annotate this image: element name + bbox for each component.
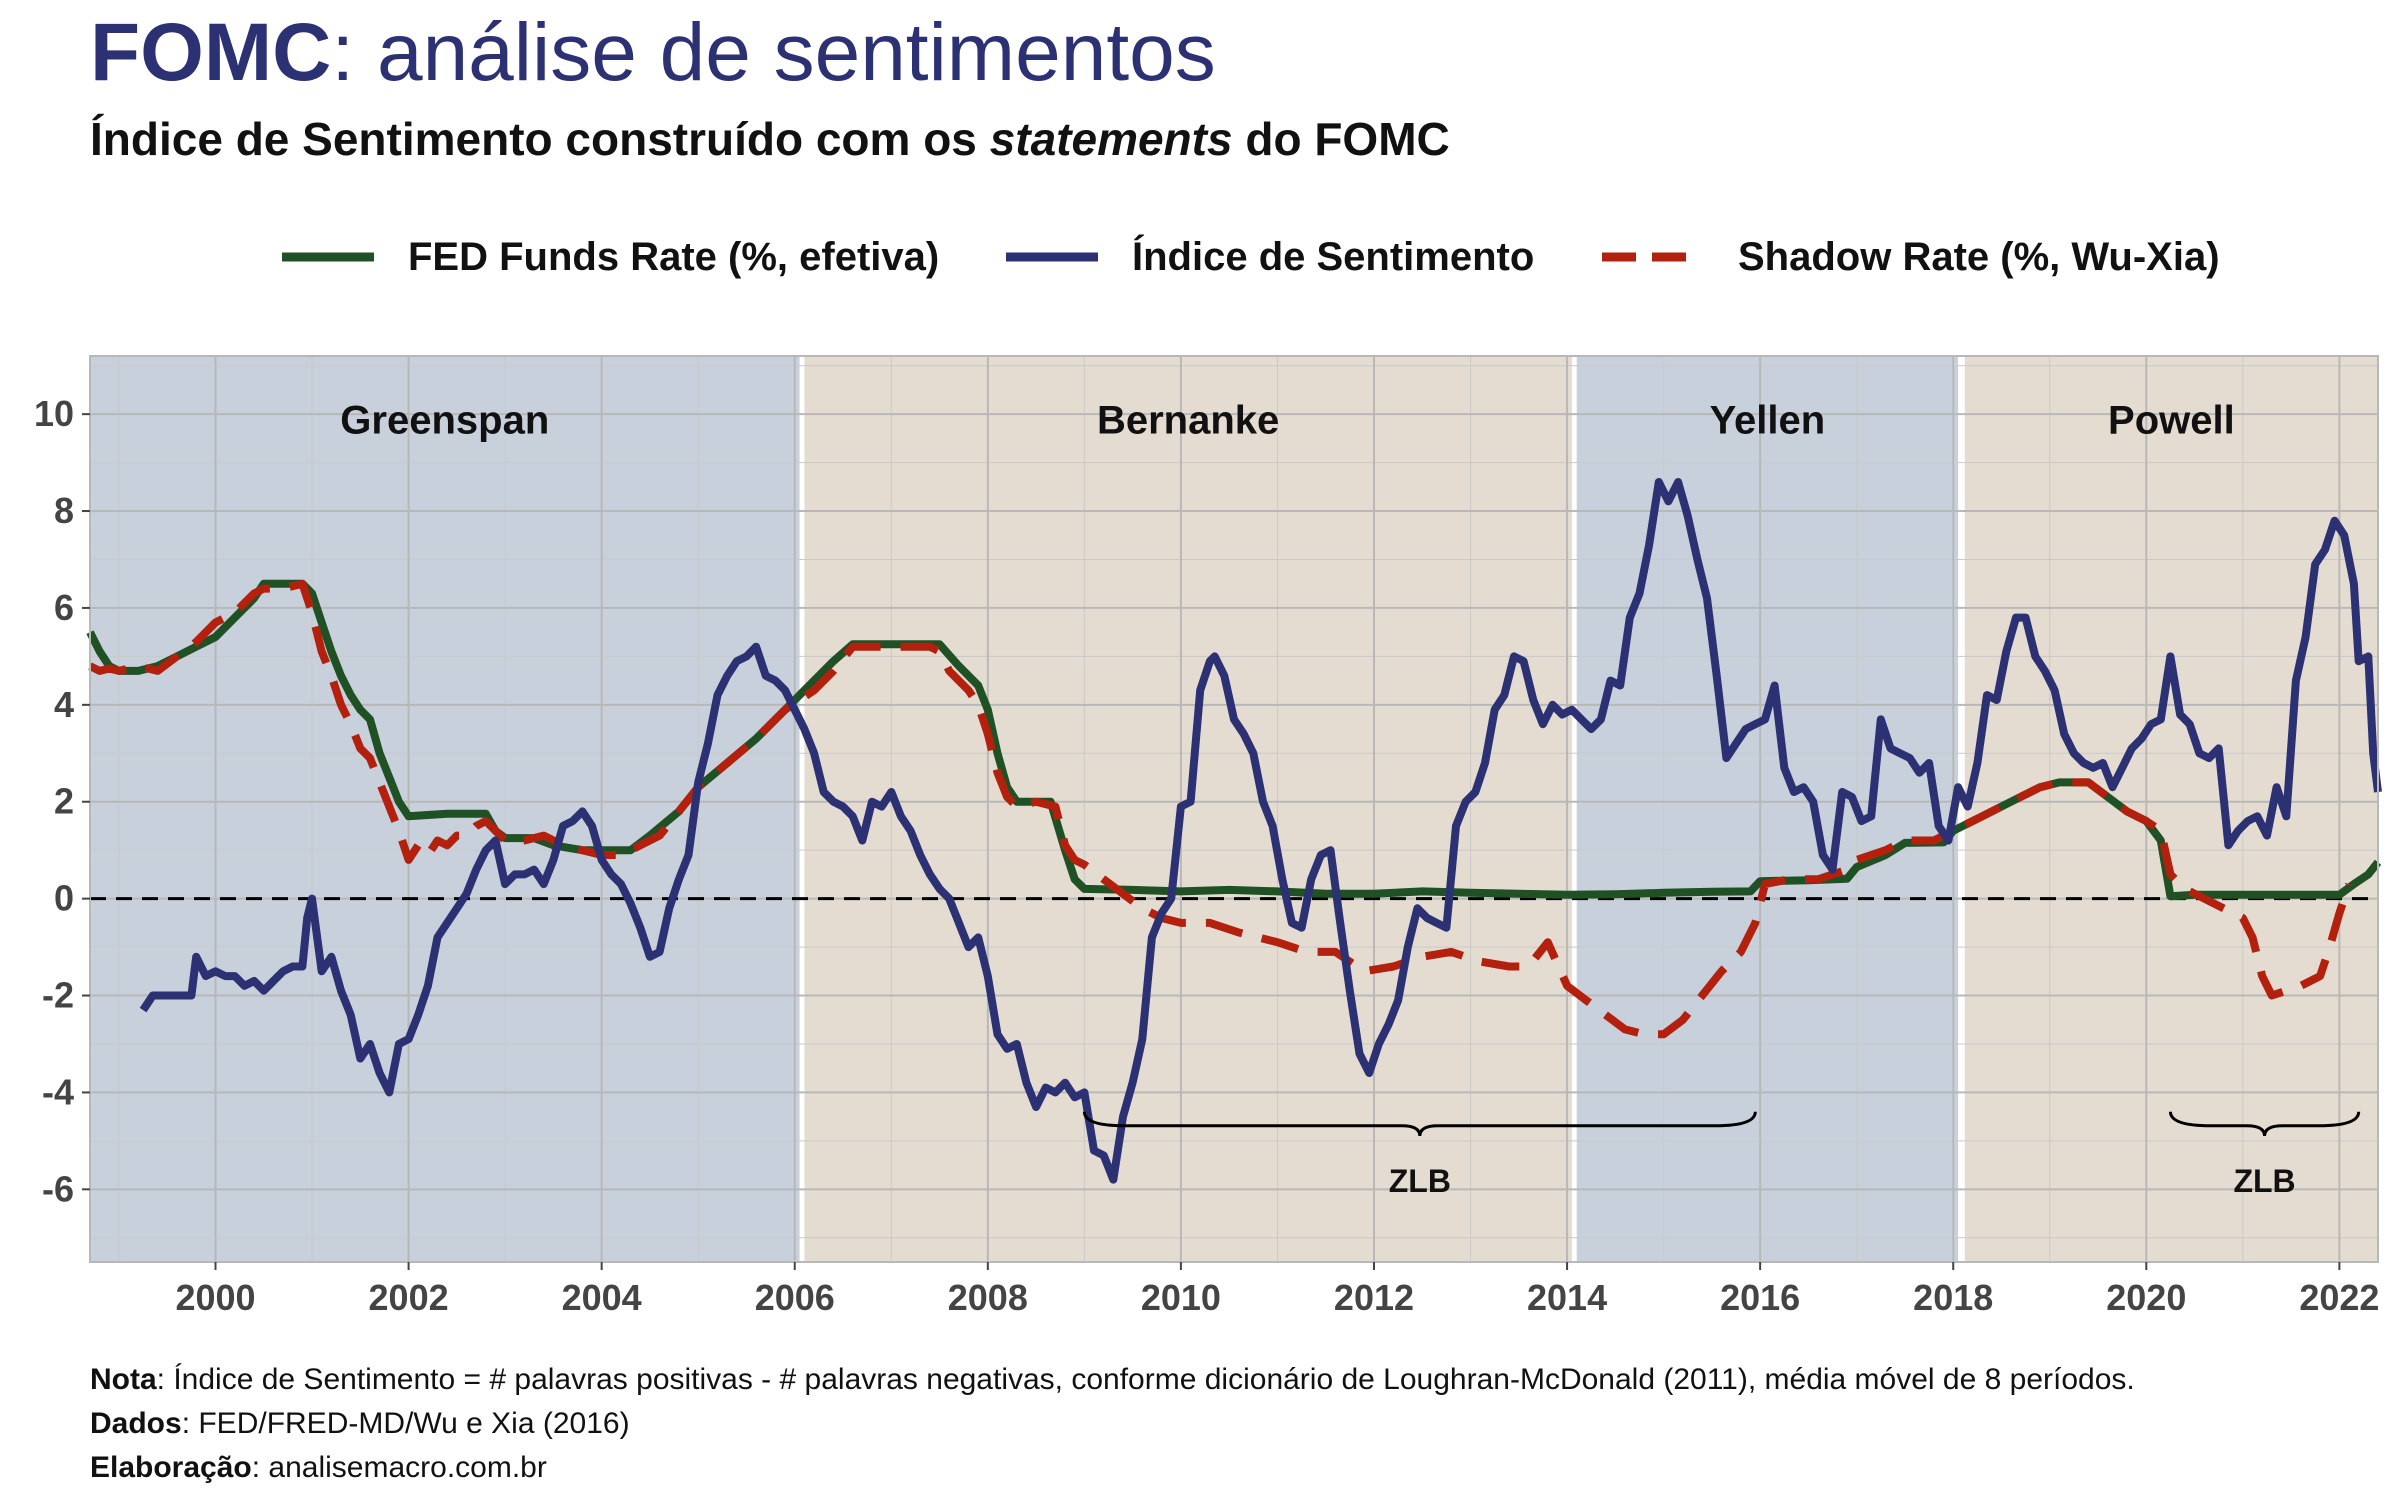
y-tick-label: 0 — [54, 878, 74, 919]
x-tick-label: 2000 — [175, 1277, 255, 1318]
title-rest: : análise de sentimentos — [331, 7, 1216, 98]
legend-item-shadow[interactable]: Shadow Rate (%, Wu-Xia) — [1598, 222, 2220, 292]
x-tick-label: 2012 — [1334, 1277, 1414, 1318]
subtitle-italic: statements — [989, 113, 1233, 165]
series-line-shadow-rate — [88, 579, 2353, 1039]
x-tick-label: 2018 — [1913, 1277, 1993, 1318]
nota-label: Nota — [90, 1363, 157, 1396]
footnote-elaboracao: Elaboração: analisemacro.com.br — [90, 1446, 2135, 1490]
zlb-annotations: ZLB ZLB — [1082, 1111, 2361, 1199]
x-tick-label: 2014 — [1527, 1277, 1607, 1318]
x-tick-label: 2008 — [948, 1277, 1028, 1318]
era-bands — [90, 356, 2378, 1262]
x-tick-label: 2004 — [562, 1277, 642, 1318]
x-tick-label: 2020 — [2106, 1277, 2186, 1318]
footnote-nota: Nota: Índice de Sentimento = # palavras … — [90, 1358, 2135, 1402]
y-tick-label: 2 — [54, 781, 74, 822]
era-label-yellen: Yellen — [1710, 399, 1826, 443]
era-label-greenspan: Greenspan — [340, 399, 549, 443]
subtitle-pre: Índice de Sentimento construído com os — [90, 113, 990, 165]
chart-area: Greenspan Bernanke Yellen Powell ZLB ZLB -6-… — [34, 355, 2382, 1318]
series-lines — [86, 478, 2382, 1184]
x-tick-label: 2006 — [755, 1277, 835, 1318]
legend-item-sentiment[interactable]: Índice de Sentimento — [1002, 222, 1534, 292]
page-title: FOMC: análise de sentimentos — [90, 7, 1216, 98]
y-tick-label: -6 — [42, 1168, 74, 1209]
x-tick-label: 2010 — [1141, 1277, 1221, 1318]
footnotes: Nota: Índice de Sentimento = # palavras … — [90, 1358, 2135, 1490]
legend-swatch-shadow — [1602, 252, 1694, 262]
y-tick-label: -2 — [42, 975, 74, 1016]
era-label-powell: Powell — [2108, 399, 2235, 443]
dados-label: Dados — [90, 1407, 182, 1440]
nota-text: : Índice de Sentimento = # palavras posi… — [156, 1363, 2135, 1396]
zlb-brace-2 — [2168, 1111, 2361, 1137]
legend-item-fed[interactable]: FED Funds Rate (%, efetiva) — [278, 222, 939, 292]
era-labels: Greenspan Bernanke Yellen Powell — [340, 399, 2234, 443]
y-tick-label: 8 — [54, 490, 74, 531]
zlb-label-2: ZLB — [2233, 1163, 2295, 1199]
elab-text: : analisemacro.com.br — [251, 1451, 547, 1484]
title-bold: FOMC — [90, 7, 332, 98]
elab-label: Elaboração — [90, 1451, 252, 1484]
era-band-bernanke — [804, 356, 1572, 1262]
zlb-brace-1 — [1082, 1111, 1757, 1137]
chart-legend: FED Funds Rate (%, efetiva) Índice de Se… — [0, 222, 2400, 292]
era-band-yellen — [1576, 356, 1959, 1262]
gridlines — [90, 356, 2378, 1262]
page-subtitle: Índice de Sentimento construído com os s… — [90, 112, 1450, 166]
y-tick-label: -4 — [42, 1071, 74, 1112]
legend-swatch-fed — [282, 252, 374, 262]
x-tick-label: 2022 — [2299, 1277, 2379, 1318]
y-tick-label: 4 — [54, 684, 74, 725]
y-tick-label: 6 — [54, 587, 74, 628]
plot-border — [89, 355, 2379, 1263]
series-line-sentiment — [139, 478, 2382, 1184]
legend-swatch-sentiment — [1006, 252, 1098, 262]
footnote-dados: Dados: FED/FRED-MD/Wu e Xia (2016) — [90, 1402, 2135, 1446]
era-label-bernanke: Bernanke — [1097, 399, 1279, 443]
dados-text: : FED/FRED-MD/Wu e Xia (2016) — [181, 1407, 630, 1440]
legend-label-sentiment: Índice de Sentimento — [1132, 234, 1535, 279]
legend-label-shadow: Shadow Rate (%, Wu-Xia) — [1738, 234, 2220, 279]
zlb-label-1: ZLB — [1389, 1163, 1451, 1199]
x-tick-label: 2002 — [369, 1277, 449, 1318]
legend-label-fed: FED Funds Rate (%, efetiva) — [408, 234, 940, 279]
y-tick-label: 10 — [34, 393, 74, 434]
subtitle-post: do FOMC — [1232, 113, 1450, 165]
x-tick-label: 2016 — [1720, 1277, 1800, 1318]
era-band-powell — [1964, 356, 2378, 1262]
axes: -6 -4 -2 0 2 4 6 8 10 2000 2002 2004 2006 2008 2010 201… — [34, 355, 2379, 1318]
